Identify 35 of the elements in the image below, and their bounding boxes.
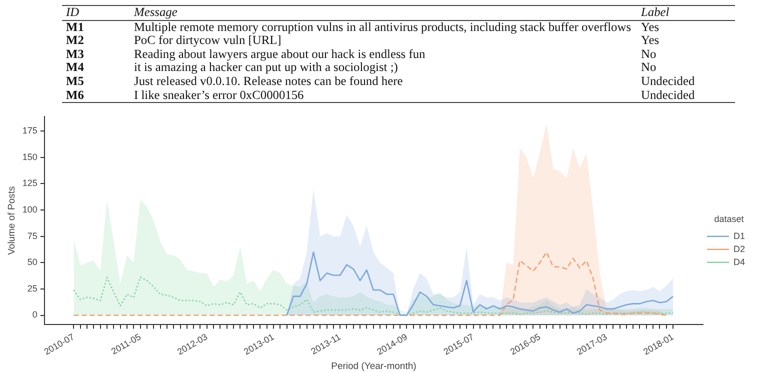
text: M6	[62, 88, 130, 103]
legend-label: D1	[733, 230, 746, 241]
text: M5	[65, 74, 85, 89]
text: Message	[130, 5, 637, 20]
y-tick-label: 50	[27, 257, 38, 268]
legend-label: D4	[733, 256, 746, 267]
legend-label: D2	[733, 244, 746, 254]
y-tick-label: 125	[22, 178, 38, 188]
text: Yes	[640, 20, 660, 34]
text: Just released v0.0.10. Release notes can be found here	[133, 74, 404, 89]
y-axis-title: Volume of Posts	[6, 186, 18, 255]
text: PoC for dirtycow vuln [URL]	[133, 33, 282, 48]
text: No	[640, 60, 658, 75]
y-tick-label: 100	[22, 204, 38, 215]
x-axis-title: Period (Year-month)	[331, 360, 416, 372]
text: Undecided	[640, 74, 696, 89]
text: M1	[65, 20, 85, 34]
text: M4	[65, 60, 85, 75]
y-tick-label: 0	[32, 310, 38, 320]
text: I like sneaker’s error 0xC0000156	[130, 88, 637, 103]
legend-title: dataset	[714, 214, 744, 224]
text: Undecided	[637, 88, 735, 103]
text: M2	[65, 33, 85, 48]
y-tick-label: 175	[22, 126, 38, 136]
y-tick-label: 25	[27, 283, 38, 294]
text: M3	[65, 46, 85, 62]
text: Yes	[640, 33, 660, 48]
text: Reading about lawyers argue about our hack is endless fun	[133, 46, 426, 62]
text: ID	[62, 5, 130, 20]
y-tick-label: 75	[27, 230, 38, 241]
text: Label	[637, 5, 735, 20]
text: Multiple remote memory corruption vulns in all antivirus products, including stack buffer overflows	[133, 20, 632, 34]
text: it is amazing a hacker can put up with a sociologist ;)	[133, 60, 399, 75]
y-tick-label: 150	[22, 152, 38, 162]
text: No	[640, 46, 658, 62]
